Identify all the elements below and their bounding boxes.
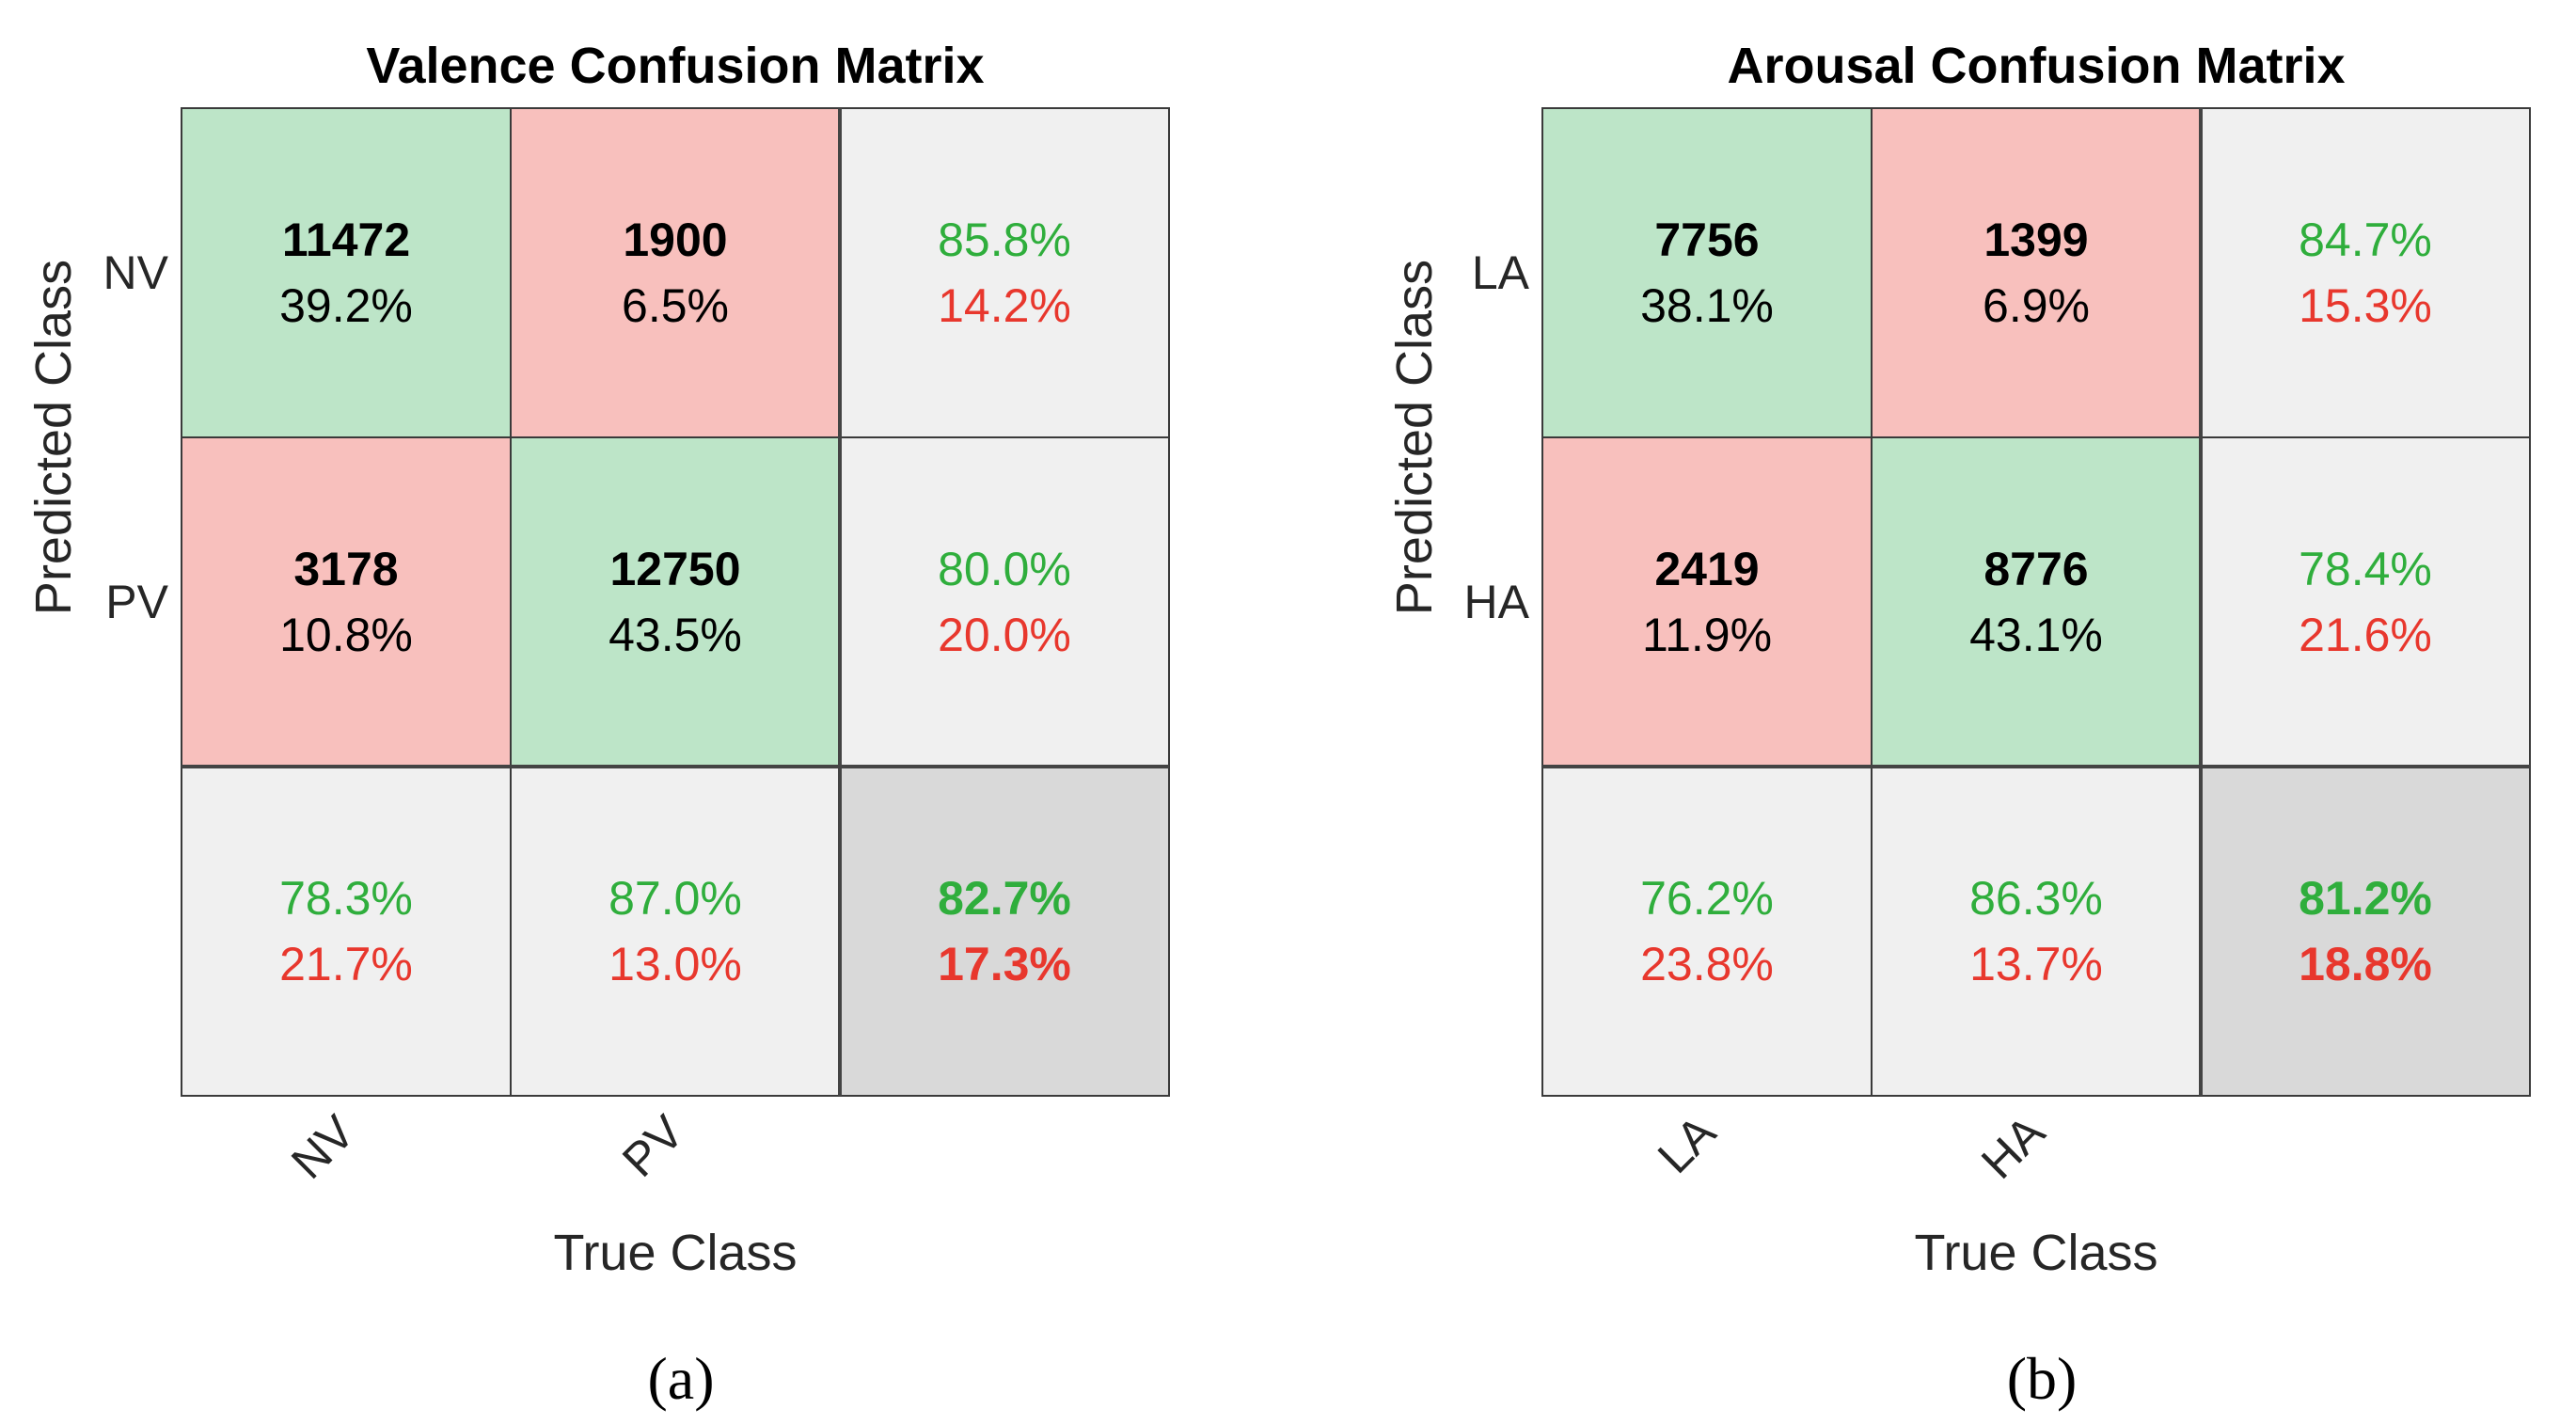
- panel-caption: (a): [647, 1345, 714, 1412]
- overall-error: 17.3%: [938, 938, 1071, 990]
- row-error-rate: 14.2%: [938, 279, 1071, 332]
- cell-count: 2419: [1654, 543, 1759, 595]
- cell-percent: 6.5%: [622, 279, 729, 332]
- col-summary-cell: [181, 766, 512, 1097]
- row-error-rate: 21.6%: [2299, 609, 2432, 661]
- x-tick-label: LA: [1648, 1105, 1726, 1183]
- cell-count: 11472: [282, 214, 410, 266]
- x-axis-label: True Class: [1914, 1225, 2157, 1281]
- overall-accuracy: 82.7%: [938, 872, 1071, 925]
- col-error-rate: 23.8%: [1640, 938, 1774, 990]
- overall-accuracy-cell: [2200, 766, 2531, 1097]
- y-tick-label: PV: [105, 576, 168, 628]
- confusion-matrix-panel-2: Arousal Confusion Matrix 7756 38.1% 1399 6.9…: [1386, 38, 2531, 1412]
- overall-error: 18.8%: [2299, 938, 2432, 990]
- col-summary-cell: [1871, 766, 2202, 1097]
- cell-count: 1900: [623, 214, 727, 266]
- correct-cell: [1541, 107, 1873, 438]
- cell-percent: 38.1%: [1640, 279, 1774, 332]
- row-summary-cell: [839, 436, 1170, 768]
- row-precision: 78.4%: [2299, 543, 2432, 595]
- col-recall: 78.3%: [279, 872, 413, 925]
- row-precision: 85.8%: [938, 214, 1071, 266]
- chart-title: Arousal Confusion Matrix: [1727, 38, 2345, 94]
- y-tick-label: LA: [1472, 246, 1530, 299]
- error-cell: [510, 107, 841, 438]
- row-summary-cell: [2200, 436, 2531, 768]
- col-error-rate: 21.7%: [279, 938, 413, 990]
- error-cell: [1541, 436, 1873, 768]
- correct-cell: [181, 107, 512, 438]
- row-precision: 80.0%: [938, 543, 1071, 595]
- x-axis-label: True Class: [553, 1225, 797, 1281]
- cell-count: 7756: [1654, 214, 1759, 266]
- row-precision: 84.7%: [2299, 214, 2432, 266]
- correct-cell: [1871, 436, 2202, 768]
- col-recall: 87.0%: [608, 872, 742, 925]
- cell-percent: 43.1%: [1969, 609, 2103, 661]
- cell-count: 8776: [1983, 543, 2088, 595]
- cell-percent: 10.8%: [279, 609, 413, 661]
- row-summary-cell: [839, 107, 1170, 438]
- y-axis-label: Predicted Class: [1386, 260, 1443, 615]
- overall-accuracy: 81.2%: [2299, 872, 2432, 925]
- col-recall: 86.3%: [1969, 872, 2103, 925]
- cell-count: 12750: [609, 543, 740, 595]
- confusion-matrix-panel-1: Valence Confusion Matrix 11472 39.2% 1900 6.…: [25, 38, 1170, 1412]
- error-cell: [181, 436, 512, 768]
- cell-percent: 11.9%: [1642, 609, 1772, 661]
- cell-percent: 39.2%: [279, 279, 413, 332]
- overall-accuracy-cell: [839, 766, 1170, 1097]
- error-cell: [1871, 107, 2202, 438]
- cell-count: 3178: [293, 543, 398, 595]
- x-tick-label: NV: [281, 1105, 365, 1189]
- col-error-rate: 13.0%: [608, 938, 742, 990]
- col-error-rate: 13.7%: [1969, 938, 2103, 990]
- col-recall: 76.2%: [1640, 872, 1774, 925]
- cell-percent: 43.5%: [608, 609, 742, 661]
- row-error-rate: 20.0%: [938, 609, 1071, 661]
- x-tick-label: PV: [612, 1105, 694, 1187]
- row-error-rate: 15.3%: [2299, 279, 2432, 332]
- chart-title: Valence Confusion Matrix: [366, 38, 984, 94]
- cell-count: 1399: [1983, 214, 2088, 266]
- col-summary-cell: [510, 766, 841, 1097]
- panel-caption: (b): [2007, 1345, 2078, 1412]
- row-summary-cell: [2200, 107, 2531, 438]
- y-tick-label: NV: [103, 246, 169, 299]
- col-summary-cell: [1541, 766, 1873, 1097]
- x-tick-label: HA: [1971, 1105, 2055, 1189]
- y-tick-label: HA: [1464, 576, 1530, 628]
- correct-cell: [510, 436, 841, 768]
- y-axis-label: Predicted Class: [25, 260, 82, 615]
- cell-percent: 6.9%: [1983, 279, 2090, 332]
